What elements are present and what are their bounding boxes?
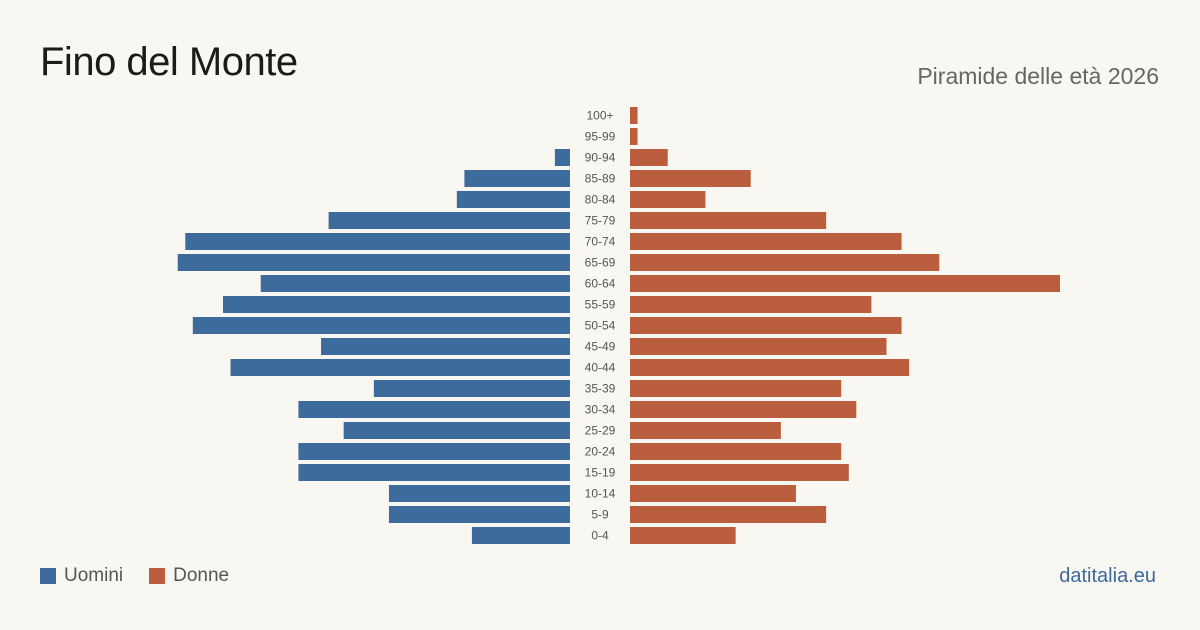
age-label-20-24: 20-24 [585,445,616,459]
women-bars-group [630,107,1060,544]
bar-women-25-29 [630,422,781,439]
age-label-55-59: 55-59 [585,298,616,312]
bar-women-80-84 [630,191,706,208]
age-labels-group: 100+ 95-99 90-94 85-89 80-84 75-79 70-74 65-69 6… [585,109,616,543]
age-label-60-64: 60-64 [585,277,616,291]
age-label-25-29: 25-29 [585,424,616,438]
age-label-30-34: 30-34 [585,403,616,417]
men-bars-group [177,149,571,544]
legend-label-men: Uomini [64,565,124,586]
legend-item-women: Donne [149,565,229,587]
age-label-75-79: 75-79 [585,214,616,228]
bar-men-50-54 [192,317,571,334]
age-label-95-99: 95-99 [585,130,616,144]
bar-women-45-49 [630,338,887,355]
bar-women-5-9 [630,506,827,523]
age-label-5-9: 5-9 [591,508,609,522]
bar-men-30-34 [298,401,570,418]
bar-women-85-89 [630,170,751,187]
bar-women-15-19 [630,464,849,481]
bar-women-40-44 [630,359,910,376]
bar-women-35-39 [630,380,842,397]
age-label-45-49: 45-49 [585,340,616,354]
page-title: Fino del Monte [40,40,298,84]
bar-men-55-59 [222,296,570,313]
age-label-0-4: 0-4 [591,529,609,543]
age-label-40-44: 40-44 [585,361,616,375]
age-label-90-94: 90-94 [585,151,616,165]
age-label-10-14: 10-14 [585,487,616,501]
bar-men-10-14 [388,485,570,502]
bar-women-65-69 [630,254,940,271]
bar-men-80-84 [456,191,570,208]
legend-item-men: Uomini [40,565,123,587]
bar-women-20-24 [630,443,842,460]
bar-men-85-89 [464,170,570,187]
population-pyramid-chart: 100+ 95-99 90-94 85-89 80-84 75-79 70-74 65-69 6… [177,107,1060,544]
bar-men-0-4 [471,527,570,544]
legend-label-women: Donne [173,565,230,586]
bar-women-55-59 [630,296,872,313]
age-label-80-84: 80-84 [585,193,616,207]
legend: Uomini Donne [40,565,255,587]
age-label-65-69: 65-69 [585,256,616,270]
bar-men-20-24 [298,443,570,460]
bar-men-60-64 [260,275,570,292]
age-label-50-54: 50-54 [585,319,616,333]
bar-women-90-94 [630,149,668,166]
bar-men-75-79 [328,212,570,229]
age-label-70-74: 70-74 [585,235,616,249]
age-label-15-19: 15-19 [585,466,616,480]
legend-swatch-men [40,568,56,584]
age-label-35-39: 35-39 [585,382,616,396]
bar-men-90-94 [554,149,570,166]
bar-men-15-19 [298,464,570,481]
bar-women-100+ [630,107,638,124]
bar-men-65-69 [177,254,570,271]
bar-women-70-74 [630,233,902,250]
bar-men-70-74 [185,233,570,250]
bar-men-5-9 [388,506,570,523]
chart-subtitle: Piramide delle età 2026 [917,63,1159,89]
bar-women-10-14 [630,485,796,502]
bar-women-30-34 [630,401,857,418]
bar-women-95-99 [630,128,638,145]
bar-women-0-4 [630,527,736,544]
age-label-85-89: 85-89 [585,172,616,186]
age-label-100+: 100+ [586,109,613,123]
source-link[interactable]: datitalia.eu [1059,565,1156,587]
bar-women-75-79 [630,212,827,229]
legend-swatch-women [149,568,166,584]
bar-men-40-44 [230,359,571,376]
bar-women-50-54 [630,317,902,334]
bar-men-25-29 [343,422,570,439]
bar-men-45-49 [321,338,570,355]
bar-women-60-64 [630,275,1060,292]
bar-men-35-39 [373,380,570,397]
